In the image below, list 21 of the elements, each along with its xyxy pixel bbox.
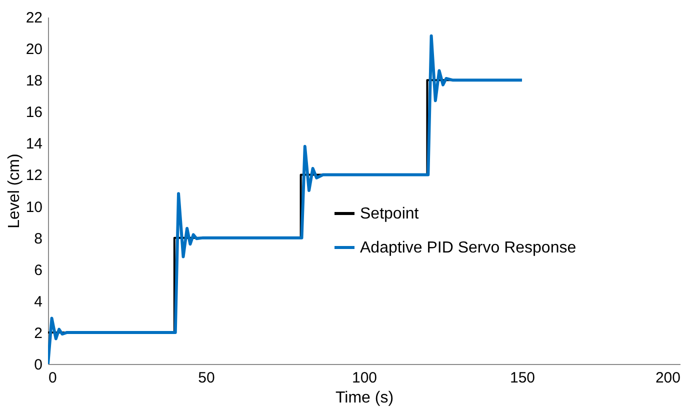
y-tick-label: 14 <box>26 136 42 153</box>
y-tick-label: 0 <box>34 356 42 374</box>
y-tick-label: 2 <box>34 324 42 342</box>
x-tick-label: 150 <box>510 370 536 386</box>
legend-label: Setpoint <box>360 206 420 222</box>
y-axis-title: Level (cm) <box>6 154 23 228</box>
y-tick-label: 16 <box>26 104 42 122</box>
y-tick-label: 18 <box>26 72 42 90</box>
x-tick-label: 100 <box>352 370 378 386</box>
x-tick-label: 200 <box>655 370 680 386</box>
legend-label: Adaptive PID Servo Response <box>360 240 576 256</box>
y-tick-label: 12 <box>26 167 42 184</box>
y-tick-label: 8 <box>34 230 42 248</box>
y-tick-label: 6 <box>34 262 42 279</box>
x-tick-label: 50 <box>198 370 215 386</box>
y-tick-label: 20 <box>26 41 42 58</box>
x-axis-title: Time (s) <box>335 390 394 406</box>
x-tick-label: 0 <box>48 370 57 386</box>
y-tick-label: 4 <box>34 293 42 310</box>
y-tick-label: 22 <box>26 10 42 26</box>
y-tick-label: 10 <box>26 198 42 216</box>
